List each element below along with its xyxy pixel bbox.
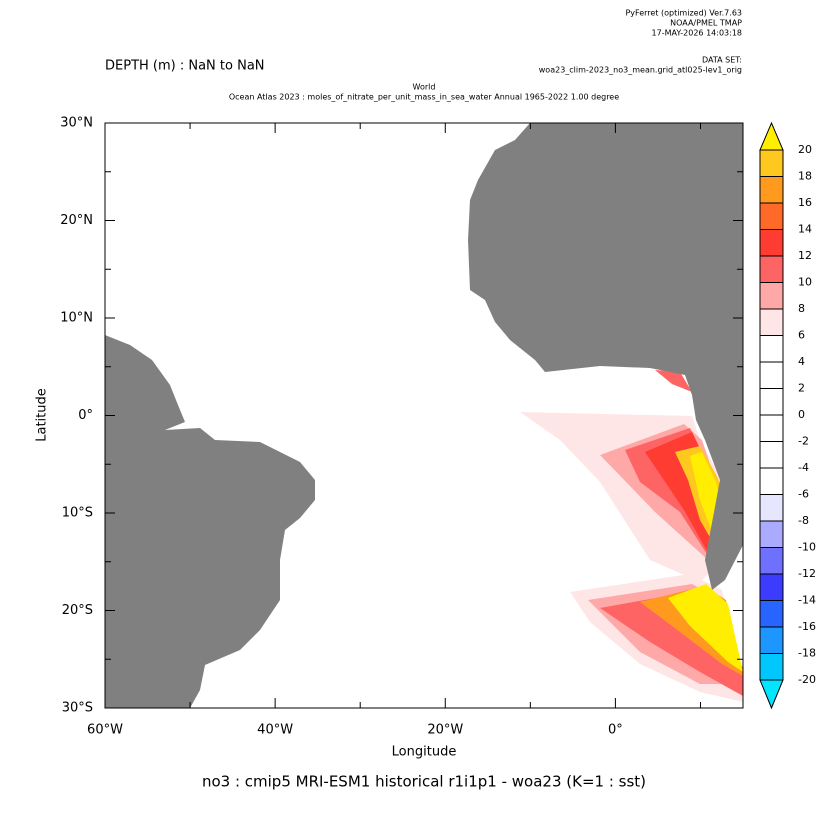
- x-tick-label: 0°: [608, 723, 623, 738]
- colorbar-box: [759, 282, 784, 310]
- colorbar-label: -10: [798, 541, 816, 554]
- colorbar-box: [759, 520, 784, 548]
- colorbar-box: [759, 414, 784, 442]
- credit: 17-MAY-2026 14:03:18: [652, 29, 742, 38]
- colorbar-arrow: [759, 679, 784, 710]
- y-axis-label: Latitude: [35, 388, 50, 442]
- colorbar-label: -8: [798, 514, 809, 527]
- colorbar-label: 8: [798, 302, 805, 315]
- header: PyFerret (optimized) Ver.7.63 NOAA/PMEL …: [105, 9, 742, 102]
- colorbar-label: -6: [798, 488, 809, 501]
- colorbar-box: [759, 388, 784, 416]
- y-tick-label: 30°N: [60, 116, 93, 131]
- colorbar-box: [759, 202, 784, 230]
- colorbar-label: -14: [798, 594, 816, 607]
- colorbar: 20181614121086420-2-4-6-8-10-12-14-16-18…: [759, 121, 816, 710]
- colorbar-box: [759, 573, 784, 601]
- y-tick-label: 30°S: [62, 701, 93, 716]
- y-tick-label: 0°: [78, 408, 93, 423]
- colorbar-box: [759, 653, 784, 681]
- colorbar-label: -20: [798, 673, 816, 686]
- colorbar-box: [759, 626, 784, 654]
- y-tick-label: 20°N: [60, 213, 93, 228]
- depth: DEPTH (m) : NaN to NaN: [105, 59, 265, 74]
- colorbar-label: -2: [798, 435, 809, 448]
- colorbar-label: 10: [798, 276, 812, 289]
- x-tick-label: 40°W: [257, 723, 293, 738]
- colorbar-box: [759, 600, 784, 628]
- colorbar-label: 20: [798, 143, 812, 156]
- colorbar-arrow: [759, 121, 784, 151]
- colorbar-label: -16: [798, 620, 816, 633]
- colorbar-box: [759, 149, 784, 177]
- colorbar-box: [759, 547, 784, 575]
- africa: [468, 123, 743, 590]
- title: Ocean Atlas 2023 : moles_of_nitrate_per_…: [229, 93, 619, 102]
- colorbar-label: -12: [798, 567, 816, 580]
- dataset-label: DATA SET:: [702, 56, 742, 65]
- dataset: woa23_clim-2023_no3_mean.grid_atl025-lev…: [539, 66, 742, 75]
- y-tick-label: 20°S: [62, 603, 93, 618]
- land: [105, 123, 743, 708]
- colorbar-label: 6: [798, 329, 805, 342]
- credit: NOAA/PMEL TMAP: [670, 19, 742, 28]
- axes: 60°W 40°W 20°W 0° 30°N 20°N 10°N 0° 10°S 20°S 30°S: [60, 116, 743, 738]
- colorbar-label: 12: [798, 249, 812, 262]
- field: [520, 370, 743, 702]
- colorbar-box: [759, 441, 784, 469]
- colorbar-label: 16: [798, 196, 812, 209]
- x-tick-label: 60°W: [87, 723, 123, 738]
- colorbar-label: 0: [798, 408, 805, 421]
- colorbar-box: [759, 229, 784, 257]
- colorbar-label: 14: [798, 223, 812, 236]
- south-america: [105, 335, 315, 708]
- colorbar-box: [759, 176, 784, 204]
- y-tick-label: 10°S: [62, 506, 93, 521]
- title: World: [413, 83, 436, 92]
- colorbar-label: 18: [798, 170, 812, 183]
- field-patch: [668, 584, 743, 672]
- colorbar-box: [759, 255, 784, 283]
- colorbar-box: [759, 308, 784, 336]
- colorbar-box: [759, 467, 784, 495]
- colorbar-box: [759, 335, 784, 363]
- caption: no3 : cmip5 MRI-ESM1 historical r1i1p1 -…: [202, 773, 646, 791]
- y-tick-label: 10°N: [60, 311, 93, 326]
- colorbar-box: [759, 494, 784, 522]
- x-axis-label: Longitude: [392, 745, 457, 760]
- x-tick-label: 20°W: [427, 723, 463, 738]
- colorbar-label: 2: [798, 382, 805, 395]
- colorbar-label: -18: [798, 647, 816, 660]
- colorbar-label: -4: [798, 461, 809, 474]
- field-patch: [655, 370, 692, 392]
- colorbar-label: 4: [798, 355, 805, 368]
- credit: PyFerret (optimized) Ver.7.63: [625, 9, 742, 18]
- colorbar-box: [759, 361, 784, 389]
